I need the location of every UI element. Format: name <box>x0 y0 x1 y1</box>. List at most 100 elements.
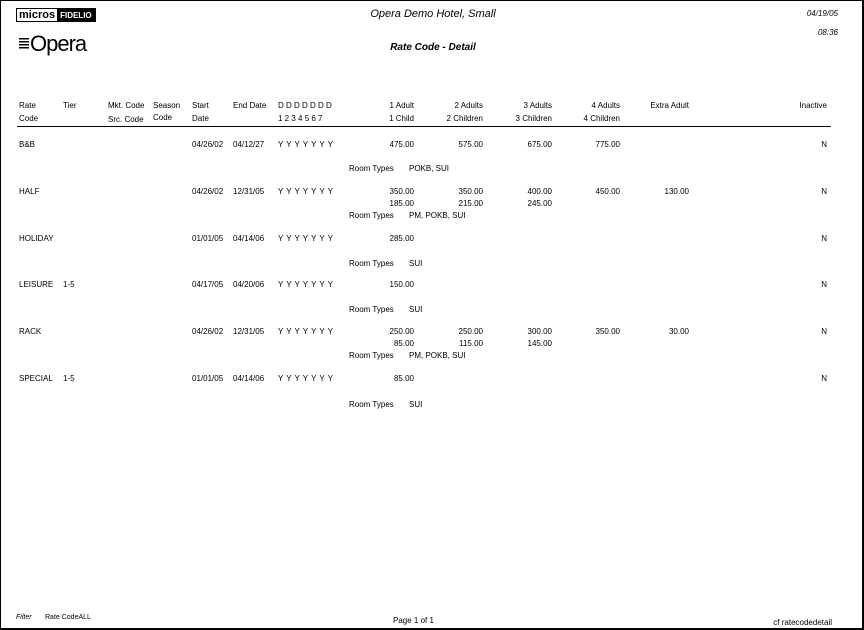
adult-rate: 300.00 <box>527 327 552 336</box>
col-season-2: Code <box>153 113 173 122</box>
room-types-label: Room Types <box>349 259 394 268</box>
logo-fidelio-text: FIDELIO <box>57 9 95 21</box>
adult-rate: 85.00 <box>393 374 414 383</box>
adult-rate: 250.00 <box>458 327 483 336</box>
opera-logo: Opera <box>19 31 87 56</box>
col-extra-adult: Extra Adult <box>650 101 689 110</box>
adult-rate: 350.00 <box>595 327 620 336</box>
col-start: Start <box>192 101 209 110</box>
start-date: 01/01/05 <box>192 374 224 383</box>
room-types-label: Room Types <box>349 305 394 314</box>
adult-rate: 450.00 <box>595 187 620 196</box>
col-season: Season <box>153 101 181 110</box>
col-2-adults: 2 Adults <box>454 101 483 110</box>
room-types-value: PM, POKB, SUI <box>409 351 466 360</box>
child-rate: 245.00 <box>527 199 552 208</box>
report-date: 04/19/05 <box>806 9 838 18</box>
end-date: 12/31/05 <box>233 327 265 336</box>
rate-code: HOLIDAY <box>19 234 54 243</box>
page-number: Page 1 of 1 <box>393 616 434 625</box>
rate-code: SPECIAL <box>19 374 53 383</box>
adult-rate: 350.00 <box>389 187 414 196</box>
rate-code: RACK <box>19 327 42 336</box>
col-src-code: Src. Code <box>108 115 144 124</box>
opera-logo-icon <box>19 38 29 50</box>
child-rate: 115.00 <box>459 339 483 348</box>
days: Y Y Y Y Y Y Y <box>278 280 333 289</box>
end-date: 04/14/06 <box>233 234 265 243</box>
inactive-flag: N <box>821 280 827 289</box>
col-rate-code: Rate <box>19 101 36 110</box>
opera-logo-text: Opera <box>30 31 87 56</box>
col-tier: Tier <box>63 101 77 110</box>
room-types-label: Room Types <box>349 211 394 220</box>
col-2-children: 2 Children <box>446 114 483 123</box>
col-rate-code-2: Code <box>19 114 39 123</box>
end-date: 12/31/05 <box>233 187 265 196</box>
days: Y Y Y Y Y Y Y <box>278 234 333 243</box>
adult-rate: 775.00 <box>595 140 620 149</box>
col-inactive: Inactive <box>799 101 827 110</box>
room-types-value: POKB, SUI <box>409 164 450 173</box>
col-1-adult: 1 Adult <box>389 101 414 110</box>
room-types-value: PM, POKB, SUI <box>409 211 466 220</box>
start-date: 04/26/02 <box>192 140 224 149</box>
end-date: 04/12/27 <box>233 140 265 149</box>
report-name: cf ratecodedetail <box>773 618 832 627</box>
start-date: 01/01/05 <box>192 234 224 243</box>
room-types-value: SUI <box>409 400 423 409</box>
end-date: 04/14/06 <box>233 374 265 383</box>
report-time: 08:36 <box>817 28 838 37</box>
adult-rate: 575.00 <box>458 140 483 149</box>
col-days: D D D D D D D <box>278 101 332 110</box>
room-types-label: Room Types <box>349 164 394 173</box>
adult-rate: 400.00 <box>527 187 552 196</box>
adult-rate: 285.00 <box>389 234 414 243</box>
inactive-flag: N <box>821 234 827 243</box>
col-4-children: 4 Children <box>583 114 620 123</box>
child-rate: 145.00 <box>527 339 552 348</box>
days: Y Y Y Y Y Y Y <box>278 140 333 149</box>
room-types-label: Room Types <box>349 351 394 360</box>
adult-rate: 350.00 <box>458 187 483 196</box>
extra-adult-rate: 30.00 <box>668 327 689 336</box>
logo-micros-text: micros <box>19 9 56 21</box>
filter-value: Rate CodeALL <box>45 614 91 621</box>
rate-code: HALF <box>19 187 40 196</box>
inactive-flag: N <box>821 374 827 383</box>
extra-adult-rate: 130.00 <box>664 187 689 196</box>
child-rate: 185.00 <box>389 199 414 208</box>
micros-fidelio-logo: micros FIDELIO <box>16 8 96 22</box>
room-types-label: Room Types <box>349 400 394 409</box>
start-date: 04/26/02 <box>192 187 224 196</box>
col-end-date: End Date <box>233 101 267 110</box>
start-date: 04/17/05 <box>192 280 224 289</box>
col-mkt-code: Mkt. Code <box>108 101 145 110</box>
col-start-2: Date <box>192 114 209 123</box>
adult-rate: 475.00 <box>389 140 414 149</box>
days: Y Y Y Y Y Y Y <box>278 374 333 383</box>
inactive-flag: N <box>821 140 827 149</box>
child-rate: 215.00 <box>458 199 483 208</box>
hotel-name: Opera Demo Hotel, Small <box>370 8 496 20</box>
inactive-flag: N <box>821 327 827 336</box>
adult-rate: 250.00 <box>389 327 414 336</box>
col-3-children: 3 Children <box>515 114 552 123</box>
col-days-num: 1 2 3 4 5 6 7 <box>278 114 323 123</box>
room-types-value: SUI <box>409 305 423 314</box>
room-types-value: SUI <box>409 259 423 268</box>
header-rule <box>17 126 831 127</box>
col-1-child: 1 Child <box>389 114 414 123</box>
col-3-adults: 3 Adults <box>523 101 552 110</box>
rate-code: LEISURE <box>19 280 54 289</box>
tier: 1-5 <box>63 280 75 289</box>
end-date: 04/20/06 <box>233 280 265 289</box>
adult-rate: 675.00 <box>527 140 552 149</box>
filter-label: Filter <box>16 614 32 621</box>
days: Y Y Y Y Y Y Y <box>278 187 333 196</box>
child-rate: 85.00 <box>393 339 414 348</box>
start-date: 04/26/02 <box>192 327 224 336</box>
inactive-flag: N <box>821 187 827 196</box>
report-title: Rate Code - Detail <box>390 42 476 53</box>
